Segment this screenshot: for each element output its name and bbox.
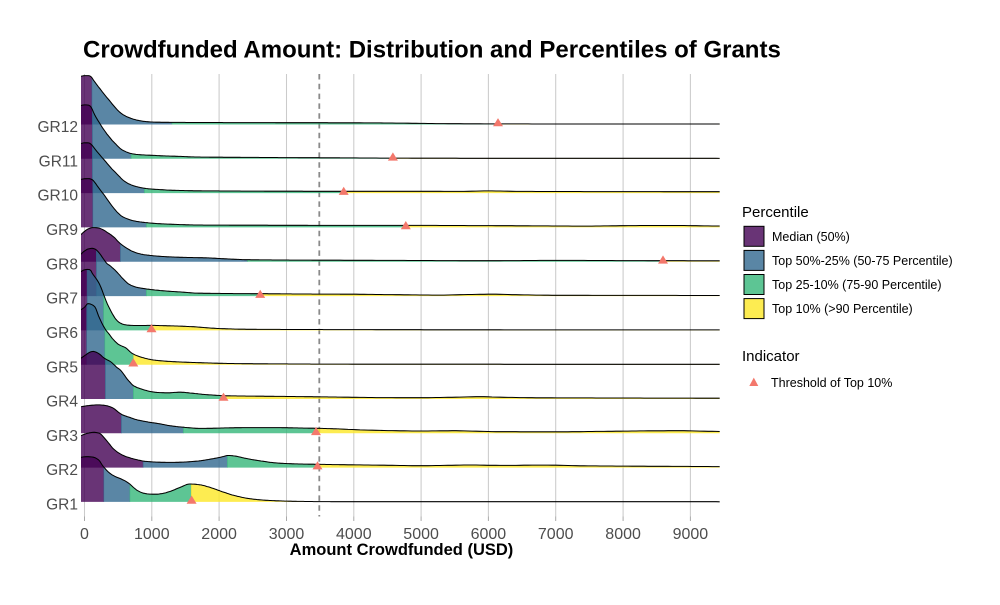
svg-text:Top 25-10% (75-90 Percentile): Top 25-10% (75-90 Percentile) [772,278,942,292]
svg-text:GR8: GR8 [46,256,78,273]
svg-text:Threshold of Top 10%: Threshold of Top 10% [771,376,892,390]
svg-text:Amount Crowdfunded (USD): Amount Crowdfunded (USD) [290,541,514,559]
svg-text:2000: 2000 [201,526,237,543]
svg-text:GR2: GR2 [46,462,78,479]
svg-text:GR7: GR7 [46,291,78,308]
svg-text:GR9: GR9 [46,222,78,239]
svg-text:Median (50%): Median (50%) [772,230,850,244]
svg-text:7000: 7000 [538,526,574,543]
svg-text:GR11: GR11 [39,153,78,170]
svg-text:GR3: GR3 [46,428,78,445]
svg-text:9000: 9000 [673,526,709,543]
svg-text:GR6: GR6 [46,325,78,342]
svg-text:Top 50%-25% (50-75 Percentile): Top 50%-25% (50-75 Percentile) [772,254,953,268]
svg-text:5000: 5000 [403,526,439,543]
svg-text:GR5: GR5 [46,359,78,376]
svg-text:6000: 6000 [471,526,507,543]
svg-text:Indicator: Indicator [742,348,800,365]
svg-text:GR1: GR1 [46,497,78,514]
svg-text:3000: 3000 [269,526,305,543]
svg-text:1000: 1000 [134,526,170,543]
svg-text:GR12: GR12 [38,119,79,136]
svg-text:Crowdfunded Amount: Distributi: Crowdfunded Amount: Distribution and Per… [83,37,781,64]
svg-text:Top 10% (>90 Percentile): Top 10% (>90 Percentile) [772,302,913,316]
svg-text:Percentile: Percentile [742,204,809,221]
svg-text:0: 0 [80,526,89,543]
svg-text:8000: 8000 [605,526,641,543]
svg-text:4000: 4000 [336,526,372,543]
svg-text:GR4: GR4 [46,394,78,411]
svg-text:GR10: GR10 [38,188,79,205]
